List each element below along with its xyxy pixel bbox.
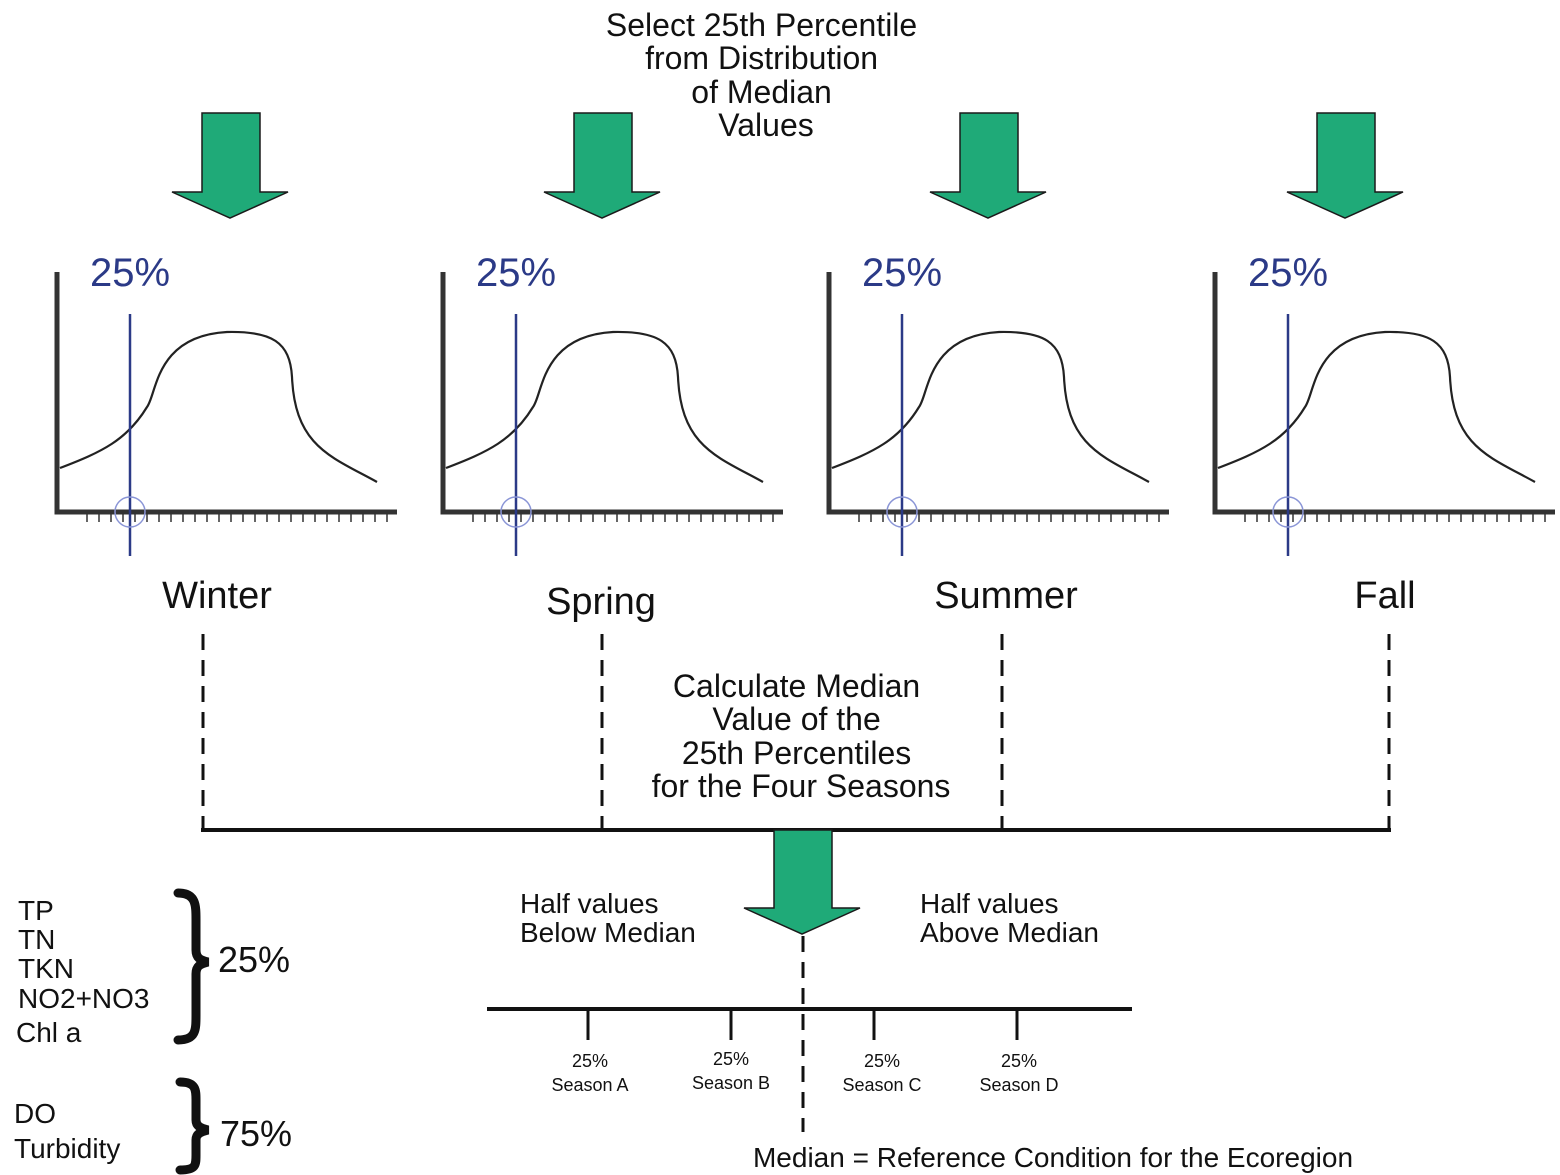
distribution-chart [57, 272, 397, 522]
half-values-below-line: Half values [520, 888, 659, 919]
group-percentile: 75% [220, 1113, 292, 1154]
tick-label-pct: 25% [1001, 1051, 1037, 1071]
tick-label-pct: 25% [864, 1051, 900, 1071]
percentile-marker-label: 25% [862, 251, 942, 295]
season-label-winter: Winter [162, 575, 272, 617]
down-arrow-summer [929, 112, 1047, 219]
distribution-chart [829, 272, 1169, 522]
percentile-marker-circle [500, 496, 532, 528]
median-scale: 25% Season A 25% Season B 25% Season C 2… [487, 936, 1132, 1132]
panel-winter: 25% [57, 251, 397, 556]
parameter-item: DO [14, 1098, 56, 1129]
parameter-list: DO Turbidity [14, 1098, 120, 1164]
percentile-marker-label: 25% [90, 251, 170, 295]
top-instruction-line: of Median [691, 74, 832, 110]
parameter-group-75: DO Turbidity 75% [14, 1077, 292, 1175]
half-values-below-line: Below Median [520, 917, 696, 948]
down-arrow-median [743, 829, 861, 935]
half-values-below: Half values Below Median [520, 888, 696, 948]
tick-label-season: Season C [842, 1075, 921, 1095]
season-label-fall: Fall [1354, 575, 1415, 617]
percentile-marker-circle [886, 496, 918, 528]
panel-summer: 25% [829, 251, 1169, 556]
percentile-marker-circle [1272, 496, 1304, 528]
tick-label-season: Season D [979, 1075, 1058, 1095]
parameter-list: TP TN TKN NO2+NO3 Chl a [16, 895, 157, 1048]
panel-spring: 25% [443, 251, 783, 556]
half-values-above-line: Half values [920, 888, 1059, 919]
middle-instruction-line: Calculate Median [673, 668, 920, 704]
parameter-item: NO2+NO3 [18, 983, 150, 1014]
curly-brace [175, 1077, 210, 1175]
half-values-above: Half values Above Median [920, 888, 1099, 948]
down-arrow-spring [543, 112, 661, 219]
season-label-spring: Spring [546, 581, 656, 623]
down-arrow-fall [1286, 112, 1404, 219]
top-instruction-line: Select 25th Percentile [606, 7, 917, 43]
parameter-item: Turbidity [14, 1133, 120, 1164]
panel-fall: 25% [1215, 251, 1555, 556]
season-label-summer: Summer [934, 575, 1078, 617]
parameter-item: Chl a [16, 1017, 82, 1048]
percentile-marker-circle [114, 496, 146, 528]
group-percentile: 25% [218, 939, 290, 980]
curly-brace [173, 888, 210, 1045]
parameter-group-25: TP TN TKN NO2+NO3 Chl a 25% [16, 888, 290, 1048]
parameter-item: TP [18, 895, 53, 926]
down-arrow-winter [171, 112, 289, 219]
half-values-above-line: Above Median [920, 917, 1099, 948]
tick-label-season: Season B [692, 1073, 770, 1093]
top-instruction-line: from Distribution [645, 40, 878, 76]
tick-label-season: Season A [551, 1075, 628, 1095]
tick-label-pct: 25% [713, 1049, 749, 1069]
middle-instruction: Calculate Median Value of the 25th Perce… [652, 668, 951, 804]
middle-instruction-line: 25th Percentiles [682, 735, 911, 771]
parameter-item: TN [18, 924, 55, 955]
parameter-item: TKN [18, 953, 74, 984]
top-instruction: Select 25th Percentile from Distribution… [606, 7, 926, 143]
top-instruction-line: Values [718, 107, 813, 143]
distribution-chart [443, 272, 783, 522]
middle-instruction-line: for the Four Seasons [652, 768, 951, 804]
distribution-chart [1215, 272, 1555, 522]
median-caption: Median = Reference Condition for the Eco… [753, 1142, 1353, 1173]
tick-label-pct: 25% [572, 1051, 608, 1071]
percentile-marker-label: 25% [1248, 251, 1328, 295]
middle-instruction-line: Value of the [712, 701, 880, 737]
percentile-marker-label: 25% [476, 251, 556, 295]
